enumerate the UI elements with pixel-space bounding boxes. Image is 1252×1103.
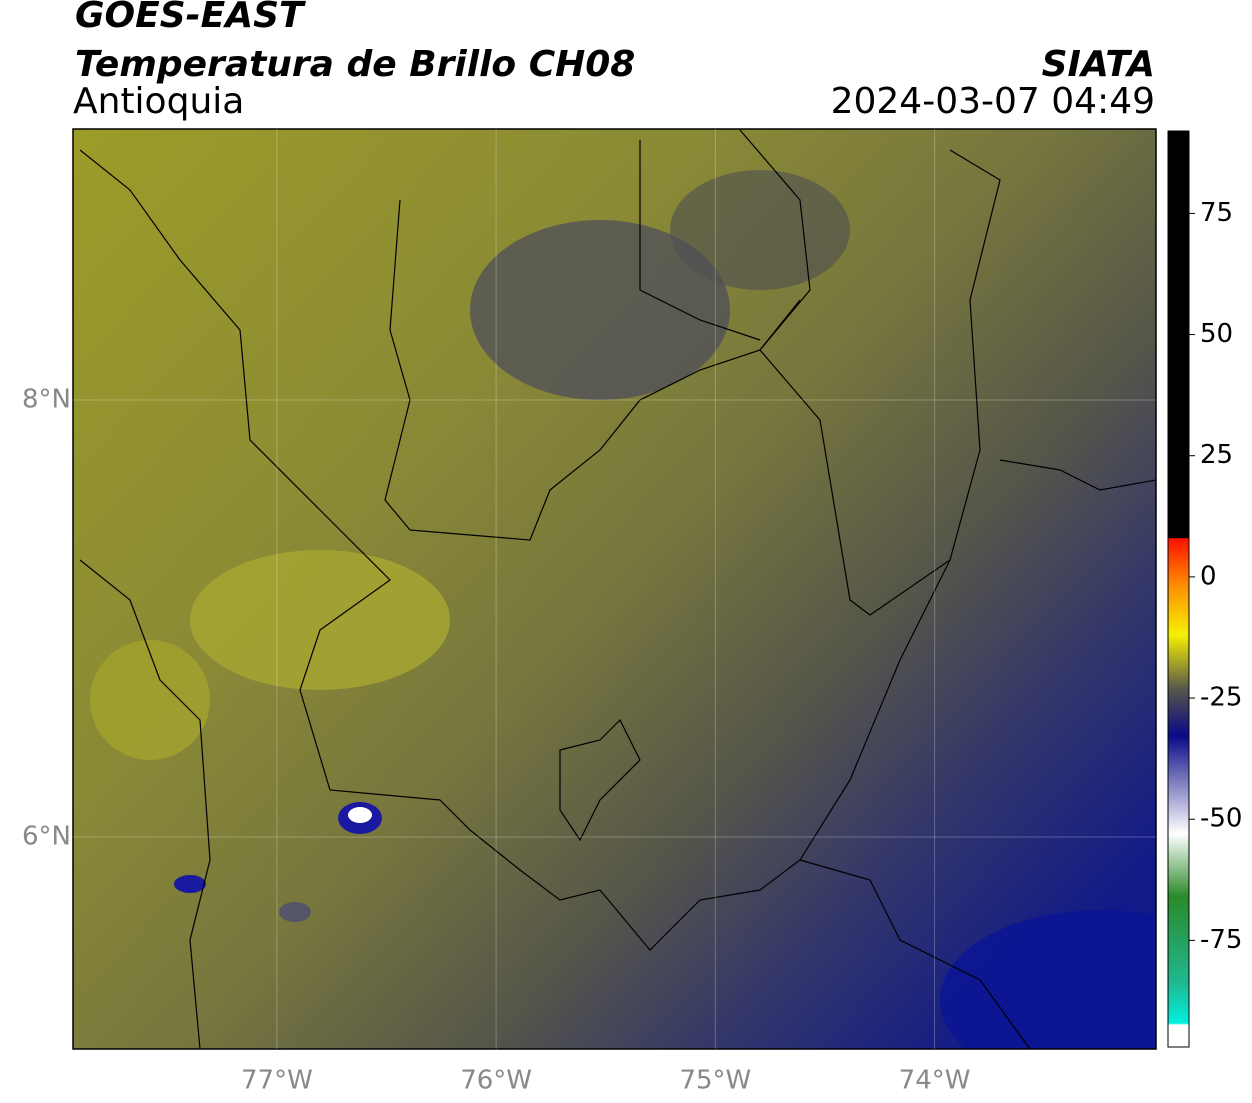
colorbar-tick-label: 0 xyxy=(1200,561,1217,591)
colorbar-tick-label: -75 xyxy=(1200,925,1242,955)
colorbar-tick-label: -25 xyxy=(1200,683,1242,713)
colorbar-tick-label: 25 xyxy=(1200,440,1233,470)
colorbar-tick-label: 50 xyxy=(1200,319,1233,349)
datetime: 2024-03-07 04:49 xyxy=(831,81,1155,122)
x-tick-label: 77°W xyxy=(241,1066,313,1096)
subtitle: Temperatura de Brillo CH08 xyxy=(75,44,635,85)
source: SIATA xyxy=(1042,44,1155,85)
title: GOES-EAST xyxy=(75,0,306,36)
x-tick-label: 74°W xyxy=(899,1066,971,1096)
x-tick-label: 76°W xyxy=(460,1066,532,1096)
x-tick-label: 75°W xyxy=(679,1066,751,1096)
region: Antioquia xyxy=(73,81,244,122)
y-tick-label: 8°N xyxy=(22,384,71,414)
colorbar xyxy=(1167,130,1190,1048)
map-image xyxy=(73,129,1156,1049)
map-frame xyxy=(72,128,1157,1050)
colorbar-tick-label: 75 xyxy=(1200,198,1233,228)
y-tick-label: 6°N xyxy=(22,822,71,852)
colorbar-tick-label: -50 xyxy=(1200,804,1242,834)
